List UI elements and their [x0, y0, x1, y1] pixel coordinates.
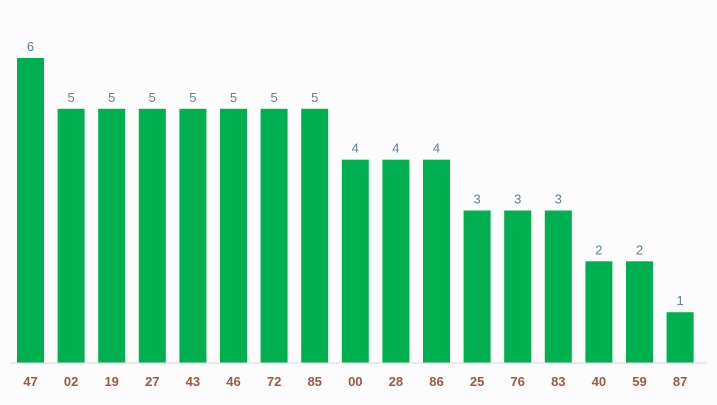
bar-02: [57, 108, 85, 363]
x-tick-label-76: 76: [510, 374, 524, 389]
bar-76: [504, 210, 532, 363]
bar-72: [260, 108, 288, 363]
value-label-00: 4: [352, 141, 359, 156]
value-label-02: 5: [67, 90, 74, 105]
value-label-25: 3: [473, 192, 480, 207]
bars-group: [17, 58, 694, 363]
bar-25: [463, 210, 491, 363]
bar-46: [220, 108, 247, 363]
value-label-59: 2: [636, 242, 643, 257]
x-tick-label-43: 43: [186, 374, 200, 389]
x-tick-label-28: 28: [389, 374, 403, 389]
value-label-28: 4: [392, 141, 399, 156]
bar-86: [423, 159, 450, 363]
value-label-46: 5: [230, 90, 237, 105]
value-label-83: 3: [555, 192, 562, 207]
x-tick-labels-group: 47 02 19 27 43 46 72 85 00 28 86 25 76 83 40 59 87: [23, 374, 687, 389]
x-tick-label-85: 85: [307, 374, 321, 389]
x-tick-label-00: 00: [348, 374, 362, 389]
x-tick-label-40: 40: [592, 374, 606, 389]
value-label-47: 6: [27, 39, 34, 54]
value-label-85: 5: [311, 90, 318, 105]
x-tick-label-02: 02: [64, 374, 78, 389]
bar-85: [301, 108, 329, 363]
value-label-87: 1: [676, 293, 683, 308]
bar-59: [626, 261, 653, 363]
bar-19: [98, 108, 126, 363]
bar-00: [341, 159, 369, 363]
value-label-72: 5: [270, 90, 277, 105]
x-tick-label-19: 19: [104, 374, 118, 389]
value-label-76: 3: [514, 192, 521, 207]
value-labels-group: 6 5 5 5 5 5 5 5 4 4 4 3 3 3 2 2 1: [27, 39, 684, 308]
x-tick-label-47: 47: [23, 374, 37, 389]
value-label-19: 5: [108, 90, 115, 105]
bar-83: [544, 210, 572, 363]
x-tick-label-25: 25: [470, 374, 484, 389]
bar-28: [382, 159, 410, 363]
x-tick-label-59: 59: [632, 374, 646, 389]
value-label-43: 5: [189, 90, 196, 105]
bar-43: [179, 108, 207, 363]
x-tick-label-72: 72: [267, 374, 281, 389]
bar-27: [138, 108, 166, 363]
bar-47: [17, 58, 44, 363]
x-tick-label-27: 27: [145, 374, 159, 389]
bar-40: [585, 261, 613, 363]
value-label-27: 5: [149, 90, 156, 105]
x-tick-label-87: 87: [673, 374, 687, 389]
value-label-86: 4: [433, 141, 440, 156]
x-tick-label-83: 83: [551, 374, 565, 389]
x-tick-label-86: 86: [429, 374, 443, 389]
value-label-40: 2: [595, 242, 602, 257]
bar-87: [666, 312, 694, 363]
x-tick-label-46: 46: [226, 374, 240, 389]
